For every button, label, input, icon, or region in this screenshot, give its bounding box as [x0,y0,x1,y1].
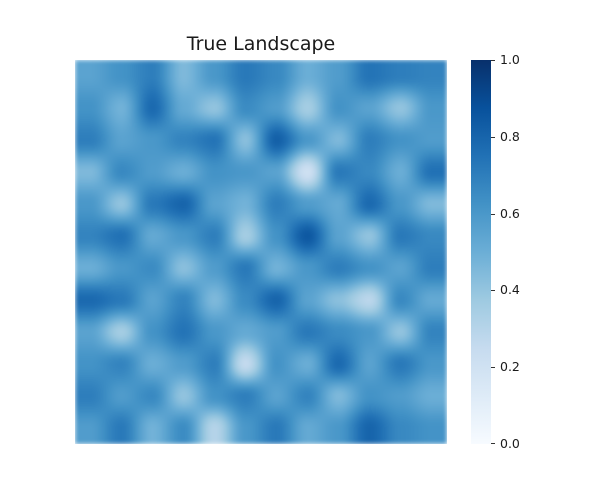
colorbar-tick-label: 1.0 [500,52,520,67]
colorbar-tick [491,136,495,138]
colorbar-tick-label: 0.6 [500,205,520,221]
colorbar-tick [491,290,495,292]
colorbar-tick-label: 0.0 [500,436,520,451]
chart-title: True Landscape [186,33,336,55]
colorbar-tick [491,367,495,369]
colorbar-tick [491,213,495,215]
heatmap-plot-area [75,60,447,444]
colorbar-tick [491,60,495,61]
colorbar-tick [491,443,495,444]
colorbar [471,60,491,444]
colorbar-axis: 0.0 0.2 0.4 0.6 0.8 1.0 [491,53,551,451]
colorbar-tick-label: 0.8 [500,128,520,144]
heatmap-grid [75,60,447,444]
colorbar-tick-label: 0.4 [500,282,520,298]
colorbar-tick-label: 0.2 [500,359,520,375]
